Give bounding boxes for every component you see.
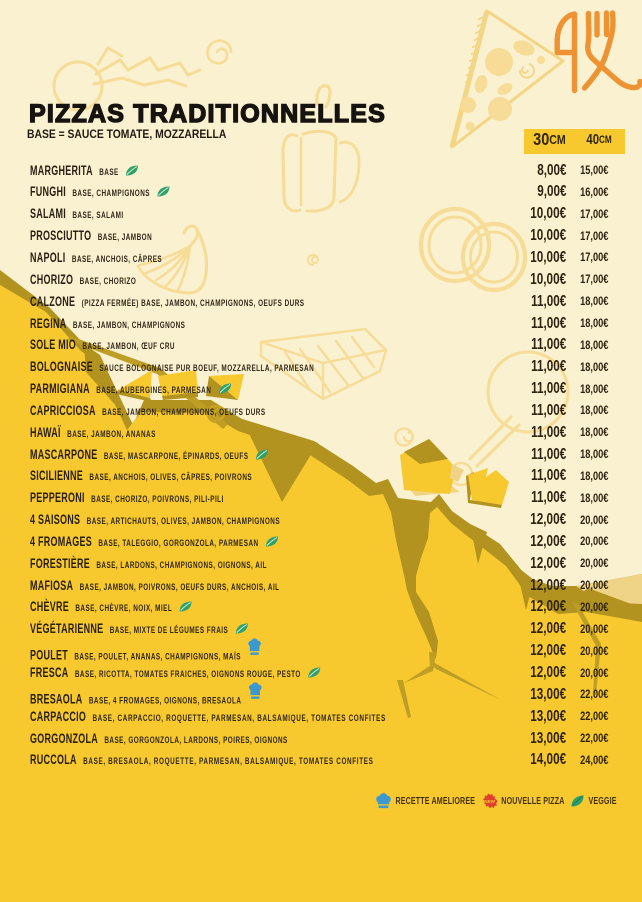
svg-text:NEW: NEW	[484, 799, 495, 804]
